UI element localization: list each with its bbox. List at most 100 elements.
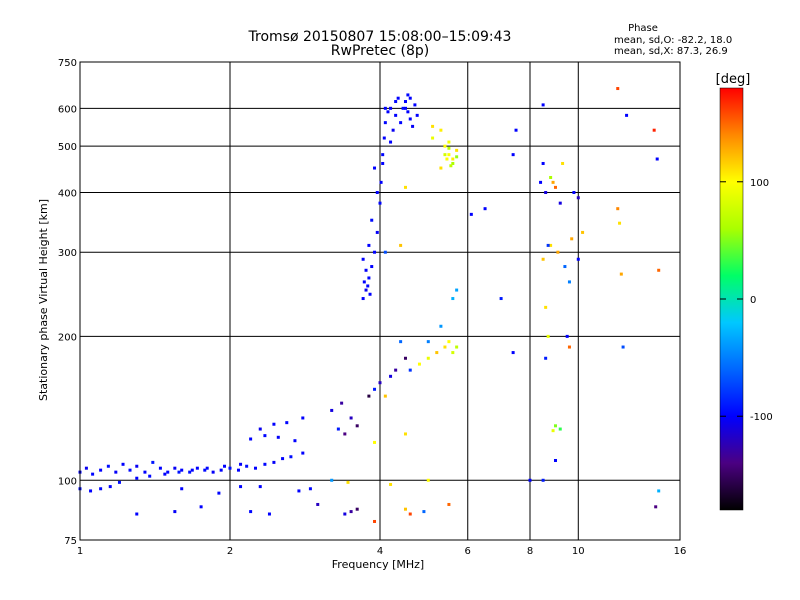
- data-point: [616, 207, 620, 211]
- data-point: [143, 470, 147, 474]
- data-point: [511, 351, 515, 355]
- data-point: [447, 340, 451, 344]
- data-point: [549, 175, 553, 179]
- data-point: [386, 110, 390, 114]
- data-point: [439, 166, 443, 170]
- data-point: [499, 297, 503, 301]
- data-point: [546, 243, 550, 247]
- data-point: [544, 190, 548, 194]
- data-point: [541, 103, 545, 107]
- data-point: [379, 180, 383, 184]
- y-tick-label: 500: [58, 142, 77, 153]
- data-point: [382, 136, 386, 140]
- data-point: [91, 472, 95, 476]
- data-point: [483, 207, 487, 211]
- data-point: [219, 468, 223, 472]
- data-point: [148, 474, 152, 478]
- data-point: [541, 478, 545, 482]
- data-point: [408, 512, 412, 516]
- data-point: [455, 148, 459, 152]
- data-point: [551, 429, 555, 433]
- data-point: [211, 470, 215, 474]
- data-point: [455, 345, 459, 349]
- data-point: [370, 265, 374, 269]
- data-point: [293, 439, 297, 443]
- data-point: [558, 201, 562, 205]
- data-point: [422, 510, 426, 514]
- data-point: [389, 374, 393, 378]
- data-point: [469, 212, 473, 216]
- data-point: [399, 340, 403, 344]
- data-point: [84, 466, 88, 470]
- data-point: [657, 489, 661, 493]
- data-point: [89, 489, 93, 493]
- y-tick-label: 750: [58, 58, 77, 69]
- data-point: [195, 466, 199, 470]
- data-point: [151, 460, 155, 464]
- y-tick-label: 200: [58, 332, 77, 343]
- data-point: [349, 416, 353, 420]
- data-point: [567, 345, 571, 349]
- x-tick-label: 4: [377, 546, 383, 557]
- data-point: [289, 455, 293, 459]
- data-point: [361, 257, 365, 261]
- data-point: [362, 280, 366, 284]
- data-point: [455, 288, 459, 292]
- data-point: [403, 100, 407, 104]
- data-point: [228, 466, 232, 470]
- data-point: [447, 153, 451, 157]
- data-point: [551, 180, 555, 184]
- data-point: [375, 230, 379, 234]
- data-point: [343, 512, 347, 516]
- data-point: [267, 512, 271, 516]
- data-point: [553, 424, 557, 428]
- data-point: [180, 468, 184, 472]
- y-tick-label: 400: [58, 188, 77, 199]
- data-point: [394, 100, 398, 104]
- data-point: [355, 507, 359, 511]
- y-tick-label: 600: [58, 104, 77, 115]
- data-point: [383, 250, 387, 254]
- data-point: [563, 265, 567, 269]
- data-point: [431, 124, 435, 128]
- data-point: [625, 113, 629, 117]
- data-point: [553, 458, 557, 462]
- data-point: [652, 128, 656, 132]
- data-point: [389, 106, 393, 110]
- x-tick-label: 8: [527, 546, 533, 557]
- data-point: [249, 437, 253, 441]
- data-point: [173, 510, 177, 514]
- data-point: [439, 324, 443, 328]
- data-point: [361, 297, 365, 301]
- data-point: [121, 462, 125, 466]
- data-point: [426, 356, 430, 360]
- data-point: [190, 468, 194, 472]
- data-point: [346, 480, 350, 484]
- data-point: [364, 288, 368, 292]
- data-point: [657, 268, 661, 272]
- data-point: [403, 356, 407, 360]
- data-point: [618, 221, 622, 225]
- data-point: [415, 113, 419, 117]
- colorbar-tick-label: 100: [750, 178, 769, 189]
- data-point: [381, 153, 385, 157]
- data-point: [445, 157, 449, 161]
- data-point: [619, 272, 623, 276]
- data-point: [114, 470, 118, 474]
- data-point: [399, 243, 403, 247]
- data-point: [308, 487, 312, 491]
- y-tick-labels: 75 100 200 300 400 500 600 750: [58, 58, 77, 547]
- data-point: [455, 155, 459, 159]
- data-point: [253, 466, 257, 470]
- y-axis-label: Stationary phase Virtual Height [km]: [37, 199, 50, 401]
- data-point: [389, 140, 393, 144]
- data-point: [381, 161, 385, 165]
- data-point: [370, 218, 374, 222]
- data-point: [223, 464, 227, 468]
- plot-frame: [79, 61, 681, 541]
- data-point: [541, 257, 545, 261]
- data-point: [330, 478, 334, 482]
- data-point: [272, 460, 276, 464]
- data-point: [281, 457, 285, 461]
